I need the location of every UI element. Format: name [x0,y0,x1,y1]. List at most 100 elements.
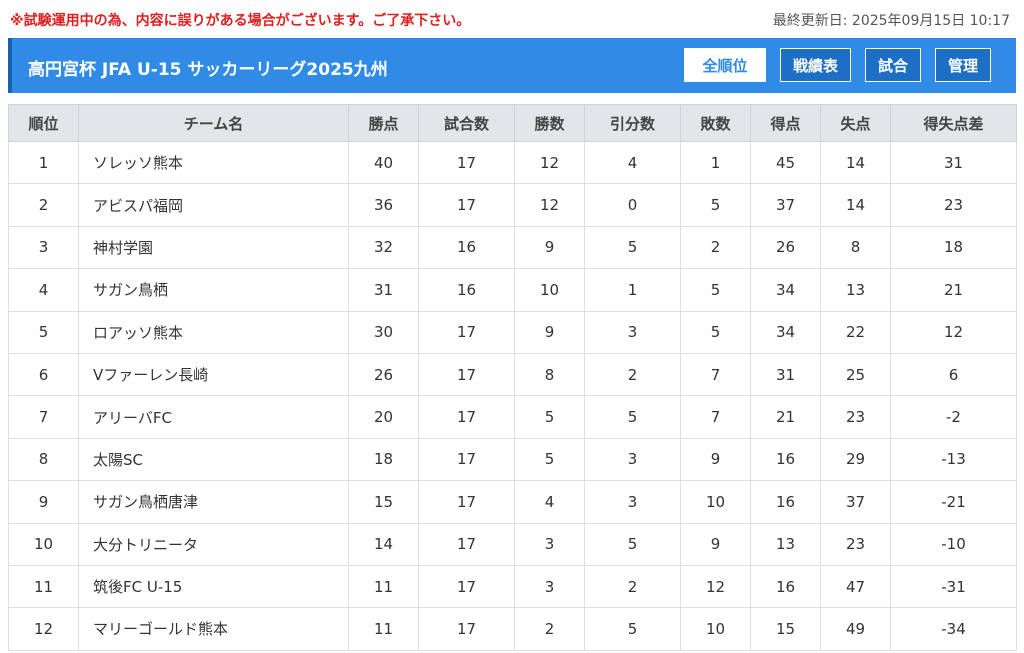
cell-goals-against: 25 [820,352,891,397]
table-row: 8 太陽SC 18 17 5 3 9 16 29 -13 [8,437,1017,482]
cell-rank: 6 [8,352,79,397]
cell-draws: 1 [584,268,681,312]
cell-points: 20 [348,395,419,439]
cell-played: 17 [418,480,515,524]
top-bar: ※試験運用中の為、内容に誤りがある場合がございます。ご了承下さい。 最終更新日:… [0,0,1024,38]
cell-losses: 2 [680,225,751,270]
cell-goal-difference: 23 [890,183,1017,227]
column-header-goals-for: 得点 [750,104,821,142]
cell-goal-difference: -2 [890,395,1017,439]
table-row: 6 Vファーレン長崎 26 17 8 2 7 31 25 6 [8,352,1017,397]
cell-goals-against: 37 [820,480,891,524]
table-row: 5 ロアッソ熊本 30 17 9 3 5 34 22 12 [8,310,1017,354]
cell-goal-difference: -21 [890,480,1017,524]
cell-rank: 9 [8,480,79,524]
cell-goals-for: 34 [750,310,821,354]
cell-rank: 7 [8,395,79,439]
cell-points: 18 [348,437,419,482]
cell-draws: 4 [584,140,681,185]
admin-button[interactable]: 管理 [934,48,991,82]
cell-team-name: アリーバFC [78,395,349,439]
cell-wins: 3 [514,522,585,566]
cell-goals-against: 13 [820,268,891,312]
cell-rank: 2 [8,183,79,227]
cell-losses: 5 [680,268,751,312]
cell-team-name: Vファーレン長崎 [78,352,349,397]
cell-team-name: 筑後FC U-15 [78,564,349,609]
cell-points: 14 [348,522,419,566]
cell-goals-against: 8 [820,225,891,270]
cell-wins: 2 [514,607,585,651]
cell-played: 17 [418,437,515,482]
cell-draws: 5 [584,607,681,651]
table-row: 10 大分トリニータ 14 17 3 5 9 13 23 -10 [8,522,1017,566]
cell-played: 17 [418,564,515,609]
table-row: 9 サガン鳥栖唐津 15 17 4 3 10 16 37 -21 [8,480,1017,524]
cell-goals-against: 47 [820,564,891,609]
matches-button[interactable]: 試合 [864,48,921,82]
cell-draws: 0 [584,183,681,227]
cell-points: 36 [348,183,419,227]
column-header-goals-against: 失点 [820,104,891,142]
cell-losses: 7 [680,395,751,439]
league-header: 高円宮杯 JFA U-15 サッカーリーグ2025九州 全順位 戦績表 試合 管… [8,38,1016,93]
cell-goals-for: 21 [750,395,821,439]
header-accent-bar [8,38,12,93]
cell-goals-for: 16 [750,480,821,524]
cell-team-name: 太陽SC [78,437,349,482]
cell-wins: 9 [514,225,585,270]
cell-wins: 9 [514,310,585,354]
cell-goals-for: 26 [750,225,821,270]
cell-losses: 9 [680,522,751,566]
cell-losses: 5 [680,183,751,227]
column-header-played: 試合数 [418,104,515,142]
cell-rank: 11 [8,564,79,609]
cell-points: 31 [348,268,419,312]
cell-team-name: マリーゴールド熊本 [78,607,349,651]
cell-wins: 12 [514,140,585,185]
cell-team-name: 大分トリニータ [78,522,349,566]
cell-team-name: サガン鳥栖唐津 [78,480,349,524]
cell-goals-against: 23 [820,522,891,566]
table-body: 1 ソレッソ熊本 40 17 12 4 1 45 14 31 2 アビスパ福岡 36 17 12 0 5 37 14… [8,140,1017,651]
cell-played: 17 [418,310,515,354]
standings-button[interactable]: 全順位 [683,48,766,82]
cell-goals-against: 29 [820,437,891,482]
cell-goals-against: 14 [820,140,891,185]
cell-goal-difference: 6 [890,352,1017,397]
results-table-button[interactable]: 戦績表 [779,48,851,82]
cell-points: 32 [348,225,419,270]
cell-goals-against: 14 [820,183,891,227]
column-header-losses: 敗数 [680,104,751,142]
cell-rank: 5 [8,310,79,354]
trial-notice: ※試験運用中の為、内容に誤りがある場合がございます。ご了承下さい。 [10,13,471,29]
cell-goals-for: 34 [750,268,821,312]
cell-draws: 2 [584,564,681,609]
cell-wins: 5 [514,395,585,439]
cell-points: 11 [348,564,419,609]
cell-wins: 4 [514,480,585,524]
cell-losses: 9 [680,437,751,482]
cell-goal-difference: 12 [890,310,1017,354]
cell-team-name: アビスパ福岡 [78,183,349,227]
cell-goal-difference: -10 [890,522,1017,566]
column-header-points: 勝点 [348,104,419,142]
cell-wins: 3 [514,564,585,609]
column-header-wins: 勝数 [514,104,585,142]
table-row: 12 マリーゴールド熊本 11 17 2 5 10 15 49 -34 [8,607,1017,651]
cell-losses: 10 [680,607,751,651]
cell-goals-for: 13 [750,522,821,566]
league-title: 高円宮杯 JFA U-15 サッカーリーグ2025九州 [28,60,388,80]
cell-rank: 1 [8,140,79,185]
cell-draws: 5 [584,522,681,566]
column-header-draws: 引分数 [584,104,681,142]
cell-goal-difference: -31 [890,564,1017,609]
cell-rank: 4 [8,268,79,312]
cell-points: 26 [348,352,419,397]
cell-played: 17 [418,607,515,651]
column-header-team-name: チーム名 [78,104,349,142]
cell-goal-difference: -34 [890,607,1017,651]
league-nav: 全順位 戦績表 試合 管理 [683,48,991,82]
cell-points: 15 [348,480,419,524]
cell-goals-against: 49 [820,607,891,651]
